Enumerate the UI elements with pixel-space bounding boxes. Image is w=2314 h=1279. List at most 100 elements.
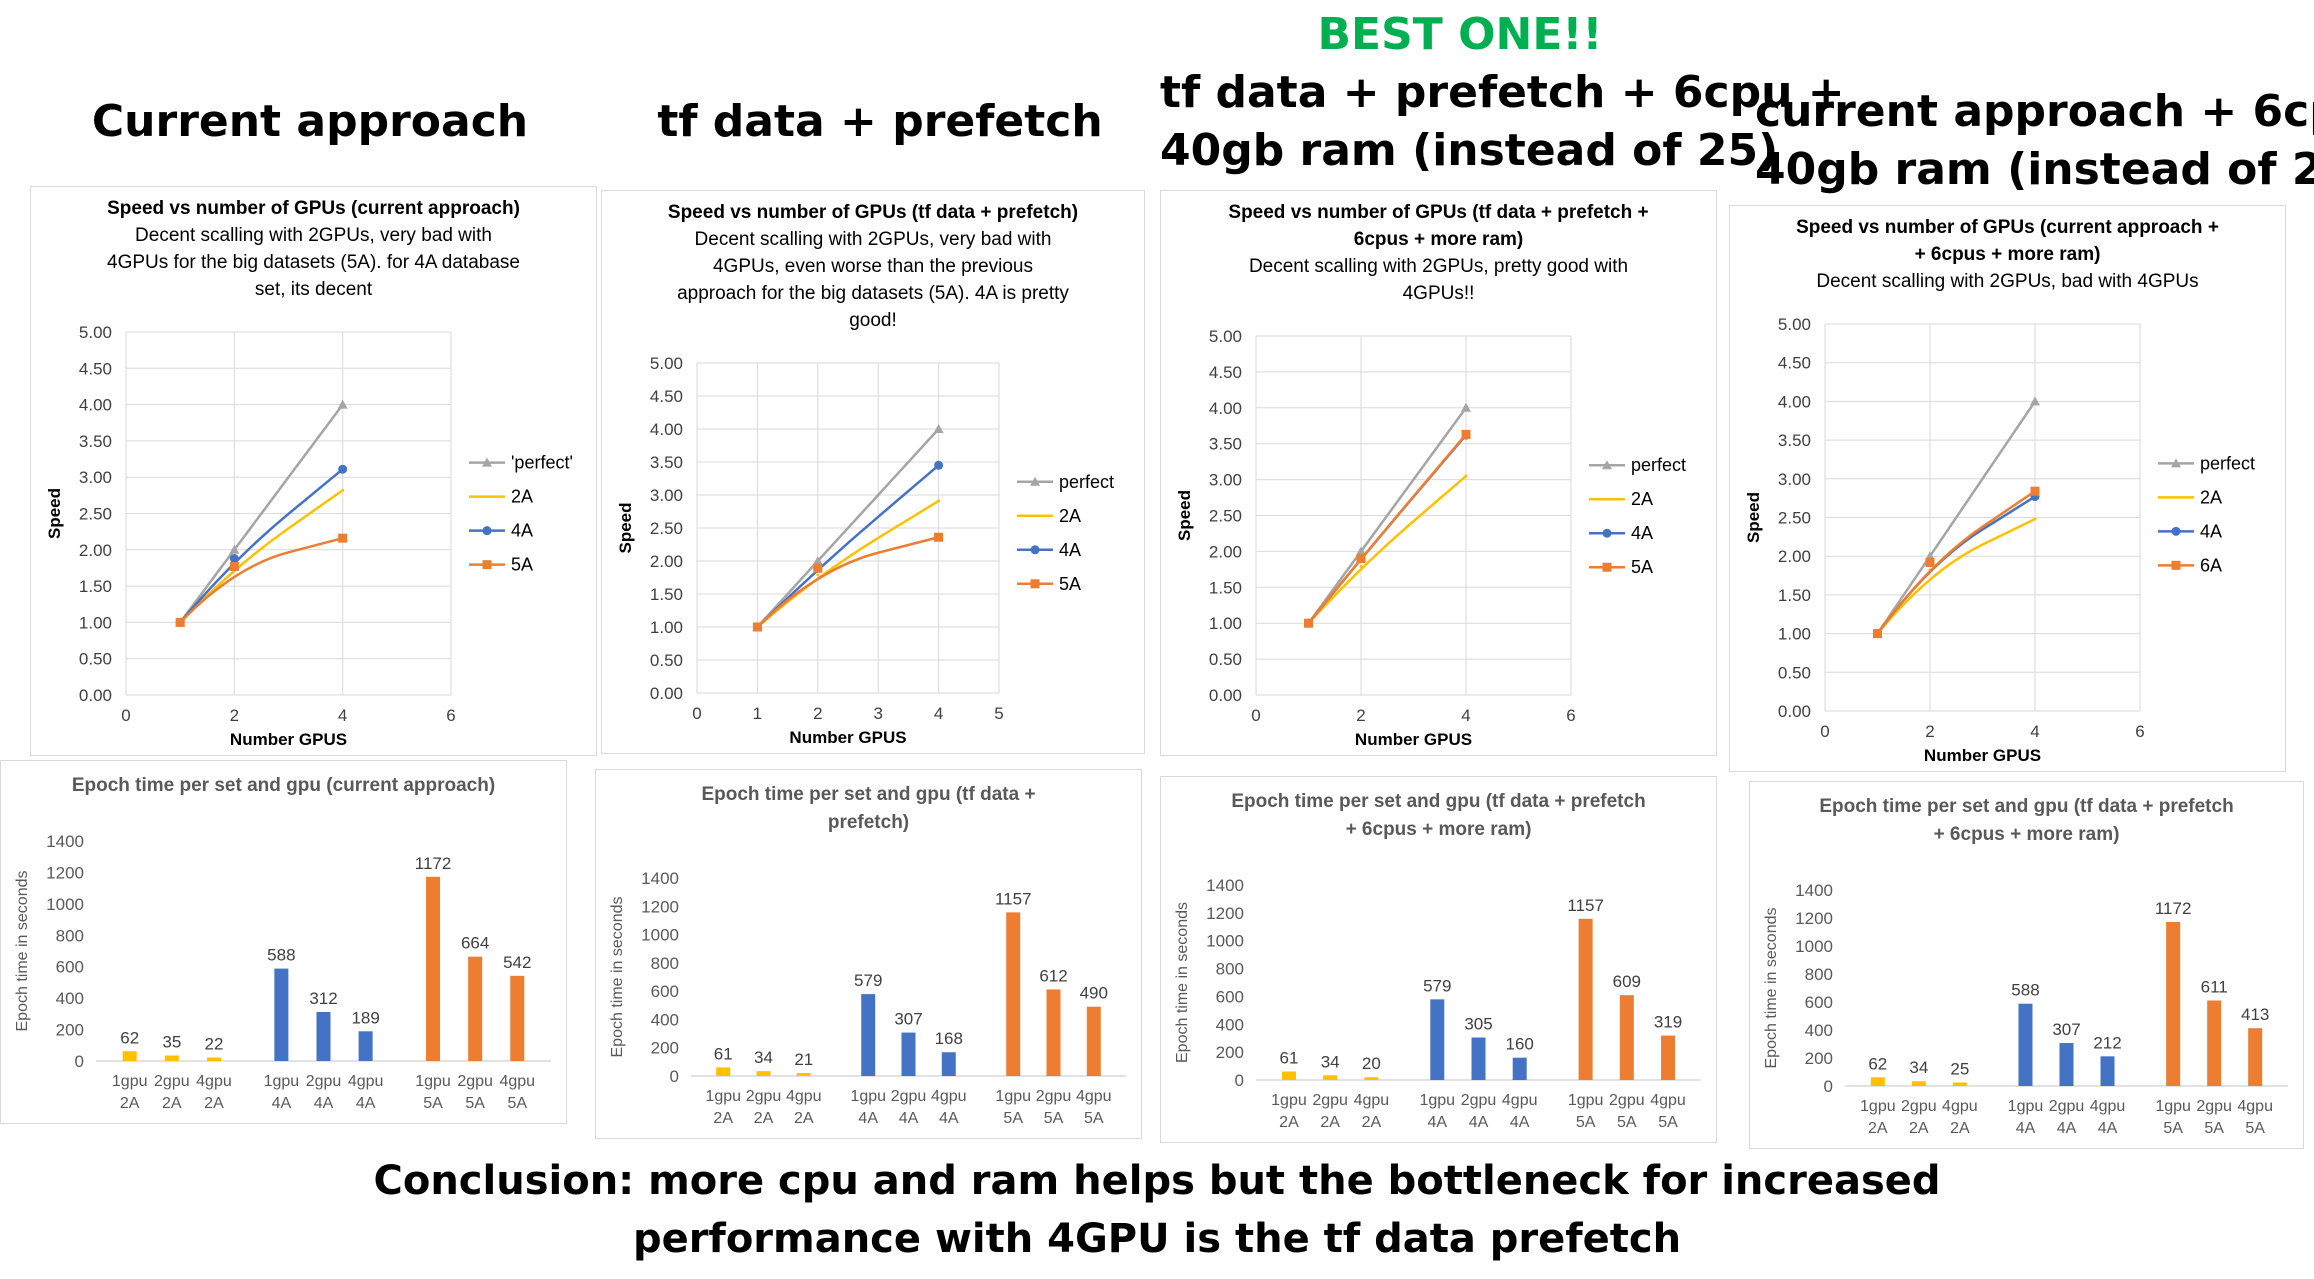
category-label: 5A bbox=[1658, 1114, 1678, 1131]
category-label: 2gpu bbox=[891, 1088, 927, 1105]
data-label: 34 bbox=[754, 1048, 773, 1067]
legend-marker bbox=[1030, 545, 1040, 555]
data-point bbox=[341, 488, 345, 492]
y-tick-label: 0.00 bbox=[79, 686, 112, 705]
y-tick-label: 2.00 bbox=[1778, 547, 1811, 566]
epoch-chart-svg: Epoch time per set and gpu (tf data + pr… bbox=[1174, 791, 1701, 1131]
y-tick-label: 1.00 bbox=[650, 618, 683, 637]
bar bbox=[1364, 1077, 1379, 1080]
category-label: 1gpu bbox=[995, 1088, 1031, 1105]
data-point bbox=[337, 399, 348, 409]
data-label: 664 bbox=[461, 934, 489, 953]
x-tick-label: 4 bbox=[338, 706, 347, 725]
category-label: 5A bbox=[508, 1095, 528, 1112]
y-tick-label: 2.00 bbox=[1209, 542, 1242, 561]
series-line-6A bbox=[1876, 490, 2036, 635]
y-axis-label: Speed bbox=[616, 502, 635, 553]
y-tick-label: 0 bbox=[670, 1067, 679, 1086]
category-label: 2gpu bbox=[746, 1088, 782, 1105]
data-label: 62 bbox=[1868, 1054, 1887, 1073]
chart-subtitle: Decent scalling with 2GPUs, very bad wit… bbox=[695, 229, 1052, 250]
chart-title: Speed vs number of GPUs (current approac… bbox=[1796, 217, 2219, 238]
x-axis-label: Number GPUS bbox=[1924, 746, 2041, 765]
heading-tf-data-prefetch: tf data + prefetch bbox=[657, 96, 1103, 147]
x-tick-label: 2 bbox=[1925, 722, 1934, 741]
y-tick-label: 0.00 bbox=[650, 684, 683, 703]
bar bbox=[1006, 912, 1021, 1076]
category-label: 2A bbox=[1279, 1114, 1299, 1131]
x-tick-label: 2 bbox=[230, 706, 239, 725]
data-point bbox=[229, 554, 239, 564]
epoch-chart-svg: Epoch time per set and gpu (tf data + pre… bbox=[609, 784, 1126, 1127]
chart-subtitle: approach for the big datasets (5A). 4A i… bbox=[677, 283, 1069, 304]
heading-tf-data-6cpu-line2: 40gb ram (instead of 25) bbox=[1160, 125, 1779, 176]
category-label: 2A bbox=[713, 1110, 733, 1127]
epoch-chart-svg: Epoch time per set and gpu (current appr… bbox=[14, 775, 551, 1112]
data-point bbox=[1359, 564, 1363, 568]
y-tick-label: 400 bbox=[1805, 1021, 1833, 1040]
chart-subtitle: 4GPUs, even worse than the previous bbox=[713, 256, 1033, 277]
y-tick-label: 2.50 bbox=[79, 505, 112, 524]
bar bbox=[426, 876, 441, 1061]
data-label: 611 bbox=[2201, 977, 2228, 996]
bar bbox=[1046, 989, 1061, 1076]
data-point bbox=[1304, 618, 1313, 628]
bar bbox=[164, 1055, 179, 1061]
category-label: 2gpu bbox=[457, 1073, 493, 1090]
data-point bbox=[175, 617, 185, 627]
legend-marker bbox=[2171, 526, 2181, 536]
legend-marker bbox=[1602, 562, 1612, 572]
category-label: 5A bbox=[465, 1095, 485, 1112]
category-label: 2A bbox=[162, 1095, 182, 1112]
legend-label: 4A bbox=[2200, 521, 2222, 541]
chart-title: Speed vs number of GPUs (current approac… bbox=[107, 198, 520, 219]
data-label: 609 bbox=[1613, 972, 1641, 991]
category-label: 1gpu bbox=[1419, 1092, 1455, 1109]
y-tick-label: 1400 bbox=[1795, 881, 1833, 900]
category-label: 1gpu bbox=[264, 1073, 300, 1090]
data-label: 189 bbox=[351, 1008, 379, 1027]
bar bbox=[510, 975, 525, 1061]
legend-marker bbox=[2171, 458, 2181, 468]
category-label: 1gpu bbox=[850, 1088, 886, 1105]
y-axis-label: Speed bbox=[1175, 490, 1194, 541]
y-tick-label: 0.50 bbox=[79, 650, 112, 669]
bar bbox=[1911, 1081, 1926, 1086]
bar bbox=[1086, 1006, 1101, 1076]
chart-title: Epoch time per set and gpu (tf data + bbox=[701, 784, 1035, 805]
data-label: 160 bbox=[1506, 1035, 1534, 1054]
y-tick-label: 3.00 bbox=[79, 468, 112, 487]
y-tick-label: 2.00 bbox=[650, 552, 683, 571]
chart-subtitle: 4GPUs for the big datasets (5A). for 4A … bbox=[107, 252, 520, 273]
y-tick-label: 3.50 bbox=[1209, 435, 1242, 454]
y-tick-label: 3.50 bbox=[79, 432, 112, 451]
data-label: 588 bbox=[267, 946, 295, 965]
legend-label: 4A bbox=[511, 521, 533, 541]
category-label: 1gpu bbox=[2008, 1098, 2044, 1115]
bar bbox=[1512, 1057, 1527, 1080]
category-label: 5A bbox=[1617, 1114, 1637, 1131]
category-label: 2A bbox=[1909, 1120, 1929, 1137]
y-tick-label: 2.00 bbox=[79, 541, 112, 560]
category-label: 2gpu bbox=[1312, 1092, 1348, 1109]
category-label: 2gpu bbox=[1461, 1092, 1497, 1109]
bar bbox=[2059, 1043, 2074, 1086]
category-label: 2gpu bbox=[1609, 1092, 1645, 1109]
speed-chart-tf-data-prefetch: Speed vs number of GPUs (tf data + prefe… bbox=[601, 190, 1145, 754]
bar bbox=[1430, 999, 1445, 1080]
category-label: 4A bbox=[899, 1110, 919, 1127]
y-tick-label: 3.00 bbox=[1778, 470, 1811, 489]
x-axis-label: Number GPUS bbox=[1355, 730, 1472, 749]
bar bbox=[1952, 1082, 1967, 1086]
y-tick-label: 1200 bbox=[641, 897, 679, 916]
x-tick-label: 0 bbox=[692, 704, 701, 723]
legend-marker bbox=[482, 457, 492, 467]
y-tick-label: 600 bbox=[1805, 993, 1833, 1012]
y-tick-label: 1.50 bbox=[79, 577, 112, 596]
category-label: 4A bbox=[2098, 1120, 2118, 1137]
data-point bbox=[1925, 557, 1935, 567]
y-tick-label: 1000 bbox=[1206, 932, 1244, 951]
bar bbox=[2207, 1000, 2222, 1086]
category-label: 5A bbox=[1044, 1110, 1064, 1127]
y-axis-label: Speed bbox=[1744, 492, 1763, 543]
